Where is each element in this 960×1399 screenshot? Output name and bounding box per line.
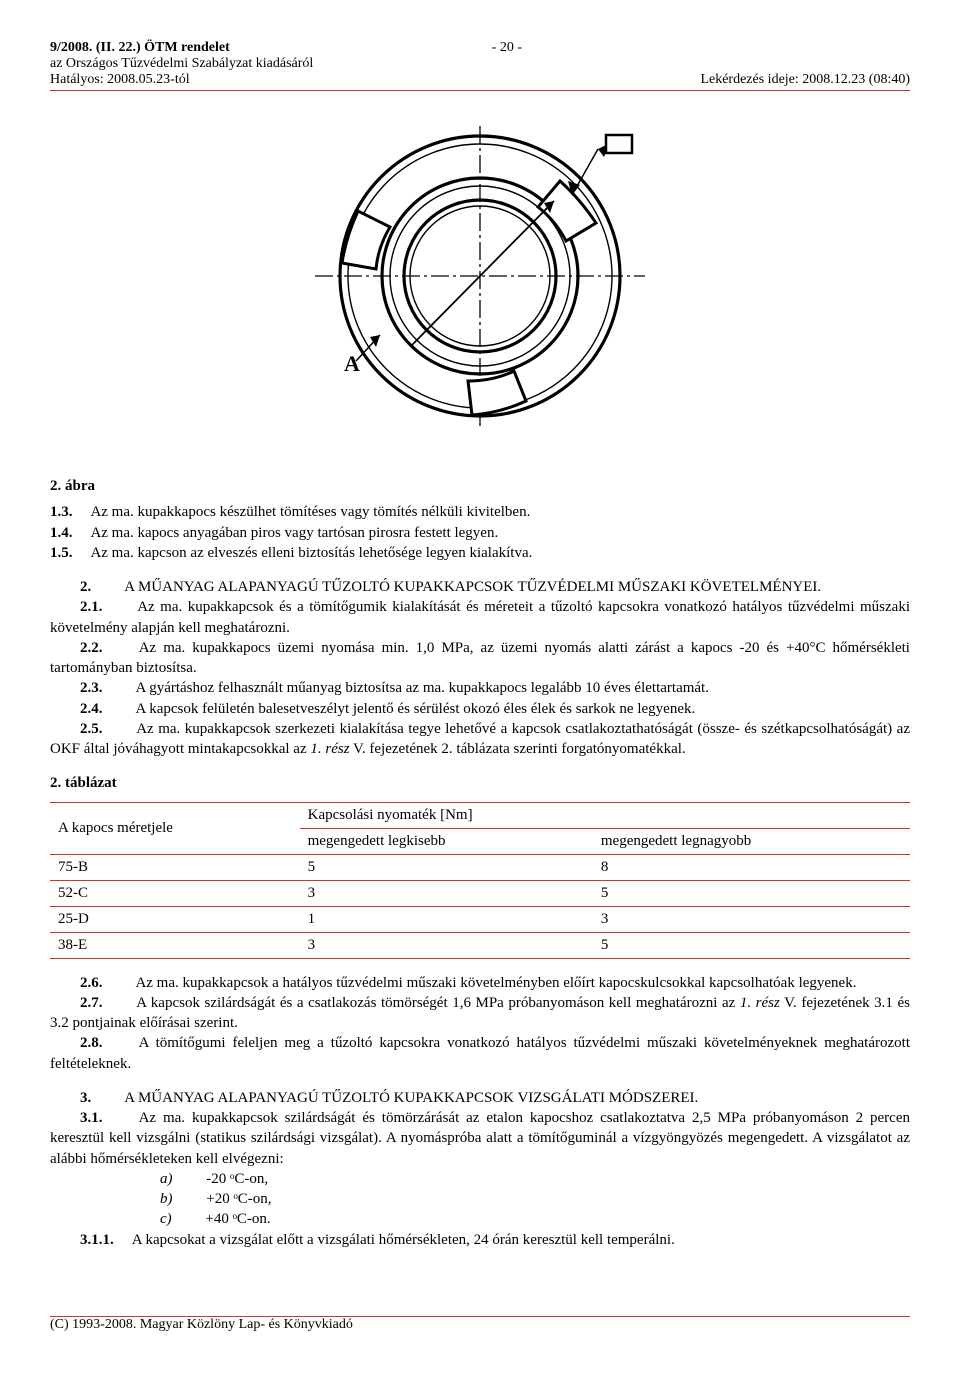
p1-4: 1.4. Az ma. kapocs anyagában piros vagy …: [50, 523, 910, 543]
p-text: -20 ᵒC-on,: [206, 1171, 268, 1187]
cell: 5: [593, 932, 910, 958]
p-num: 2.5.: [80, 721, 103, 737]
p-text: Az ma. kupakkapcsok a hatályos tűzvédelm…: [135, 975, 856, 991]
p-num: 1.5.: [50, 545, 73, 561]
p-text-a: A kapcsok szilárdságát és a csatlakozás …: [136, 995, 740, 1011]
p1-3: 1.3. Az ma. kupakkapocs készülhet tömíté…: [50, 502, 910, 522]
header-timestamp: Lekérdezés ideje: 2008.12.23 (08:40): [700, 72, 910, 88]
header-effective: Hatályos: 2008.05.23-tól: [50, 72, 313, 88]
header-title: 9/2008. (II. 22.) ÖTM rendelet: [50, 40, 313, 56]
p-text: A tömítőgumi feleljen meg a tűzoltó kapc…: [50, 1035, 910, 1071]
p-num: 1.3.: [50, 504, 73, 520]
table-caption: 2. táblázat: [50, 773, 910, 793]
cell: 52-C: [50, 880, 300, 906]
col2-header: Kapcsolási nyomaték [Nm]: [300, 802, 910, 828]
header-page-number: - 20 -: [313, 40, 700, 56]
cell: 38-E: [50, 932, 300, 958]
p-text-b: 1. rész: [740, 995, 780, 1011]
p-num: c): [160, 1211, 172, 1227]
table-row: 38-E 3 5: [50, 932, 910, 958]
footer-text: (C) 1993-2008. Magyar Közlöny Lap- és Kö…: [50, 1317, 353, 1332]
header-rule: [50, 90, 910, 91]
p-num: b): [160, 1191, 173, 1207]
page-header: 9/2008. (II. 22.) ÖTM rendelet az Ország…: [50, 40, 910, 88]
p-text: Az ma. kupakkapcsok szilárdságát és tömö…: [50, 1110, 910, 1167]
p-num: 1.4.: [50, 525, 73, 541]
p-num: 3.: [80, 1090, 91, 1106]
cell: 5: [593, 880, 910, 906]
cell: 3: [300, 932, 593, 958]
p2-8: 2.8. A tömítőgumi feleljen meg a tűzoltó…: [50, 1033, 910, 1074]
p-num: 2.: [80, 579, 91, 595]
p-text: A MŰANYAG ALAPANYAGÚ TŰZOLTÓ KUPAKKAPCSO…: [124, 1090, 698, 1106]
header-subtitle: az Országos Tűzvédelmi Szabályzat kiadás…: [50, 56, 313, 72]
p-text: +20 ᵒC-on,: [206, 1191, 271, 1207]
p2: 2. A MŰANYAG ALAPANYAGÚ TŰZOLTÓ KUPAKKAP…: [50, 577, 910, 597]
table-row: 25-D 1 3: [50, 906, 910, 932]
col2a-header: megengedett legkisebb: [300, 828, 593, 854]
p-text: A MŰANYAG ALAPANYAGÚ TŰZOLTÓ KUPAKKAPCSO…: [124, 579, 821, 595]
header-left: 9/2008. (II. 22.) ÖTM rendelet az Ország…: [50, 40, 313, 88]
cell: 1: [300, 906, 593, 932]
col1-header: A kapocs méretjele: [50, 802, 300, 854]
p2-4: 2.4. A kapcsok felületén balesetveszélyt…: [50, 699, 910, 719]
cell: 3: [593, 906, 910, 932]
p-text: A kapcsok felületén balesetveszélyt jele…: [135, 701, 695, 717]
p3: 3. A MŰANYAG ALAPANYAGÚ TŰZOLTÓ KUPAKKAP…: [50, 1088, 910, 1108]
p-text: A kapcsokat a vizsgálat előtt a vizsgála…: [132, 1232, 675, 1248]
p-num: 3.1.1.: [80, 1232, 114, 1248]
cell: 5: [300, 854, 593, 880]
p-num: 2.3.: [80, 680, 103, 696]
p2-1: 2.1. Az ma. kupakkapcsok és a tömítőgumi…: [50, 597, 910, 638]
p-num: 2.1.: [80, 599, 103, 615]
p-num: 2.8.: [80, 1035, 103, 1051]
page-footer: (C) 1993-2008. Magyar Közlöny Lap- és Kö…: [50, 1310, 910, 1333]
figure-container: A: [50, 121, 910, 436]
p2-7: 2.7. A kapcsok szilárdságát és a csatlak…: [50, 993, 910, 1034]
p-num: 2.4.: [80, 701, 103, 717]
p3-1-1: 3.1.1. A kapcsokat a vizsgálat előtt a v…: [50, 1230, 910, 1250]
p-num: 3.1.: [80, 1110, 103, 1126]
coupling-figure: A: [310, 121, 650, 431]
p-text: Az ma. kapocs anyagában piros vagy tartó…: [90, 525, 498, 541]
p-num: 2.7.: [80, 995, 103, 1011]
page: 9/2008. (II. 22.) ÖTM rendelet az Ország…: [0, 0, 960, 1363]
cell: 3: [300, 880, 593, 906]
p-text-c: V. fejezetének 2. táblázata szerinti for…: [350, 741, 686, 757]
figure-caption: 2. ábra: [50, 476, 910, 496]
cell: 8: [593, 854, 910, 880]
p2-2: 2.2. Az ma. kupakkapocs üzemi nyomása mi…: [50, 638, 910, 679]
p-text: A gyártáshoz felhasznált műanyag biztosí…: [135, 680, 709, 696]
p3-1-c: c) +40 ᵒC-on.: [50, 1209, 910, 1229]
cell: 75-B: [50, 854, 300, 880]
p3-1-a: a) -20 ᵒC-on,: [50, 1169, 910, 1189]
p3-1: 3.1. Az ma. kupakkapcsok szilárdságát és…: [50, 1108, 910, 1169]
p-text: Az ma. kapcson az elveszés elleni biztos…: [90, 545, 532, 561]
p2-6: 2.6. Az ma. kupakkapcsok a hatályos tűzv…: [50, 973, 910, 993]
p-text-b: 1. rész: [310, 741, 349, 757]
p-num: a): [160, 1171, 173, 1187]
p-text: +40 ᵒC-on.: [205, 1211, 270, 1227]
p2-5: 2.5. Az ma. kupakkapcsok szerkezeti kial…: [50, 719, 910, 760]
p2-3: 2.3. A gyártáshoz felhasznált műanyag bi…: [50, 678, 910, 698]
cell: 25-D: [50, 906, 300, 932]
p1-5: 1.5. Az ma. kapcson az elveszés elleni b…: [50, 543, 910, 563]
p-text: Az ma. kupakkapocs üzemi nyomása min. 1,…: [50, 640, 910, 676]
p-text: Az ma. kupakkapocs készülhet tömítéses v…: [90, 504, 530, 520]
p-num: 2.6.: [80, 975, 103, 991]
figure-label-a: A: [344, 351, 360, 376]
table-row: 52-C 3 5: [50, 880, 910, 906]
p-text: Az ma. kupakkapcsok és a tömítőgumik kia…: [50, 599, 910, 635]
torque-table: A kapocs méretjele Kapcsolási nyomaték […: [50, 802, 910, 959]
table-row: 75-B 5 8: [50, 854, 910, 880]
p3-1-b: b) +20 ᵒC-on,: [50, 1189, 910, 1209]
body-block: 1.3. Az ma. kupakkapocs készülhet tömíté…: [50, 502, 910, 1250]
col2b-header: megengedett legnagyobb: [593, 828, 910, 854]
p-num: 2.2.: [80, 640, 103, 656]
